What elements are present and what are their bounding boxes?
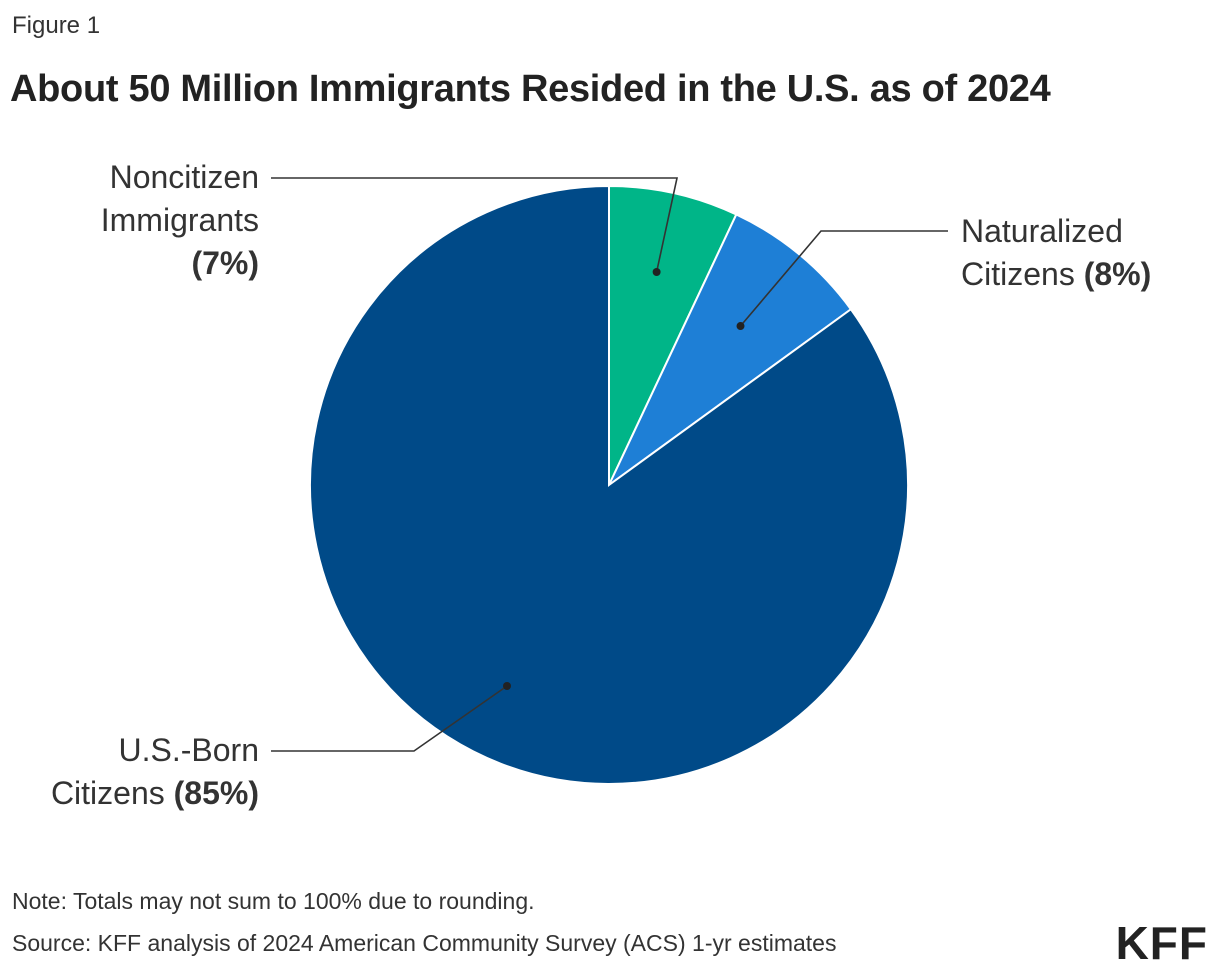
leader-naturalized (739, 230, 948, 327)
label-us-born-line1: U.S.-Born (118, 732, 259, 768)
leader-us-born (271, 685, 508, 752)
kff-logo: KFF (1115, 917, 1208, 969)
label-noncitizen-line2: Immigrants (100, 202, 259, 238)
label-naturalized-line1: Naturalized (961, 213, 1123, 249)
label-us-born-line2: Citizens (50, 775, 165, 811)
chart-note: Note: Totals may not sum to 100% due to … (12, 888, 535, 914)
label-us-born-pct: (85%) (173, 775, 259, 811)
chart-source: Source: KFF analysis of 2024 American Co… (12, 930, 837, 956)
figure-label: Figure 1 (12, 12, 101, 39)
leader-naturalized-dot (736, 322, 745, 331)
leader-noncitizen (271, 177, 678, 273)
label-naturalized-line2: Citizens (961, 256, 1075, 292)
pie-slices (309, 184, 909, 785)
chart-title: About 50 Million Immigrants Resided in t… (10, 68, 1051, 110)
label-noncitizen: Noncitizen Immigrants (7%) (101, 156, 259, 285)
slice-us-born (309, 184, 909, 785)
leader-us-born-dot (503, 682, 511, 690)
label-noncitizen-line1: Noncitizen (109, 159, 259, 195)
slice-naturalized (608, 213, 853, 486)
leader-lines (271, 177, 948, 752)
label-us-born: U.S.-Born Citizens (85%) (51, 729, 259, 815)
label-noncitizen-pct: (7%) (191, 245, 259, 281)
leader-noncitizen-dot (652, 267, 661, 276)
label-naturalized-pct: (8%) (1083, 256, 1152, 292)
label-naturalized: Naturalized Citizens (8%) (961, 210, 1151, 296)
